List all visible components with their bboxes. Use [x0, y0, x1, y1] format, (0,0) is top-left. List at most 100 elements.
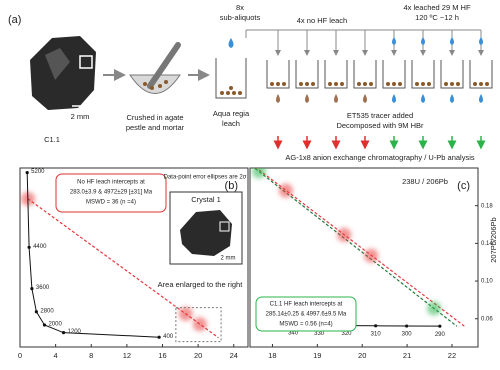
drop — [421, 37, 425, 45]
aliquot-label: 8x — [236, 3, 244, 12]
grain — [456, 82, 460, 86]
grain — [485, 82, 489, 86]
age-label: 290 — [435, 332, 446, 338]
beaker — [215, 58, 247, 99]
x-tick-label: 4 — [54, 351, 58, 360]
box-text: No HF leach intercepts at — [77, 180, 145, 186]
grain — [386, 82, 390, 86]
y-tick-label: 0.06 — [481, 316, 493, 322]
sample-box — [79, 55, 93, 69]
grain — [363, 82, 367, 86]
box-text: 285.14±0.25 & 4997.6±9.5 Ma — [266, 312, 347, 318]
grain — [305, 82, 309, 86]
error-ellipse — [192, 317, 207, 332]
hf-label: 4x leached 29 M HF — [403, 3, 471, 12]
beaker — [295, 60, 319, 89]
concordia-point — [34, 310, 38, 314]
error-ellipse — [364, 248, 379, 263]
plot-frame — [19, 167, 249, 348]
no-hf-label: 4x no HF leach — [297, 16, 347, 25]
beaker — [324, 60, 348, 89]
age-label: 2800 — [40, 308, 54, 314]
box-text: MSWD = 0.56 (n=4) — [279, 322, 332, 328]
scale-label: 2 mm — [221, 256, 236, 262]
sample-box — [219, 221, 230, 232]
concordia-point — [438, 324, 442, 328]
concordia-point — [405, 324, 409, 328]
age-label: 400 — [163, 334, 174, 340]
analysis-label: AG-1x8 anion exchange chromatography / U… — [285, 153, 475, 162]
error-ellipse — [251, 168, 266, 179]
age-label: 330 — [314, 331, 325, 337]
grain — [299, 82, 303, 86]
drop — [450, 37, 454, 45]
error-ellipse — [337, 227, 352, 242]
grain — [311, 82, 315, 86]
concordia-point — [25, 171, 29, 175]
x-tick-label: 22 — [448, 351, 456, 360]
inset-title: Crystal 1 — [191, 195, 221, 204]
beaker — [469, 60, 493, 89]
mortar — [129, 74, 181, 94]
annotation-box — [255, 296, 357, 332]
drop — [479, 94, 483, 103]
drop — [228, 38, 234, 48]
box-text: 283.0±3.9 & 4972±29 [±31] Ma — [70, 190, 153, 196]
annotation-box — [55, 173, 167, 213]
beaker — [440, 60, 464, 89]
age-label: 4400 — [33, 244, 47, 250]
grain — [357, 82, 361, 86]
grain — [276, 82, 280, 86]
drop — [479, 37, 483, 45]
grain — [444, 82, 448, 86]
age-label: 5200 — [31, 169, 45, 175]
box-text: MSWD = 36 (n =4) — [86, 200, 136, 206]
concordia-point — [30, 287, 34, 291]
grain — [282, 82, 286, 86]
plot-frame — [249, 167, 479, 348]
age-label: 320 — [341, 331, 352, 337]
age-label: 2000 — [48, 322, 62, 328]
x-tick-label: 8 — [89, 351, 93, 360]
grain — [473, 82, 477, 86]
drop — [305, 94, 309, 103]
grain — [421, 82, 425, 86]
leach-label: Aqua regia — [213, 109, 250, 118]
beaker — [382, 60, 406, 89]
age-label: 300 — [402, 332, 413, 338]
grain — [427, 82, 431, 86]
grain — [328, 82, 332, 86]
error-ellipse — [427, 301, 442, 316]
pestle — [147, 42, 181, 89]
grain — [479, 82, 483, 86]
y-axis-label: 207Pb/206Pb — [489, 217, 498, 262]
x-tick-label: 0 — [18, 351, 22, 360]
concordia-point — [42, 323, 47, 327]
tracer-label: Decomposed with 9M HBr — [336, 121, 424, 130]
beaker — [266, 60, 290, 89]
drop — [363, 94, 367, 103]
grain — [340, 82, 344, 86]
grain — [450, 82, 454, 86]
grain — [415, 82, 419, 86]
drop — [392, 37, 396, 45]
grain — [369, 82, 373, 86]
zoom-area — [175, 307, 222, 343]
x-tick-label: 19 — [313, 351, 321, 360]
beaker — [353, 60, 377, 89]
aliquot-label: sub-aliquots — [220, 13, 261, 22]
note: Data-point error ellipses are 2σ — [164, 175, 247, 181]
sample-label: C1.1 — [44, 135, 60, 144]
error-ellipse — [278, 183, 293, 198]
grain — [392, 82, 396, 86]
panel-label: (a) — [8, 14, 21, 26]
age-label: 3600 — [36, 285, 50, 291]
grain — [270, 82, 274, 86]
tracer-label: ET535 tracer added — [347, 111, 413, 120]
concordia-point — [27, 245, 31, 249]
drop — [276, 94, 280, 103]
workflow: (a) 2 mm C1.1 Crushed in agate pestle an… — [8, 3, 493, 162]
x-tick-label: 12 — [123, 351, 131, 360]
concordia-point — [61, 331, 66, 335]
y-tick-label: 0.18 — [481, 203, 493, 209]
